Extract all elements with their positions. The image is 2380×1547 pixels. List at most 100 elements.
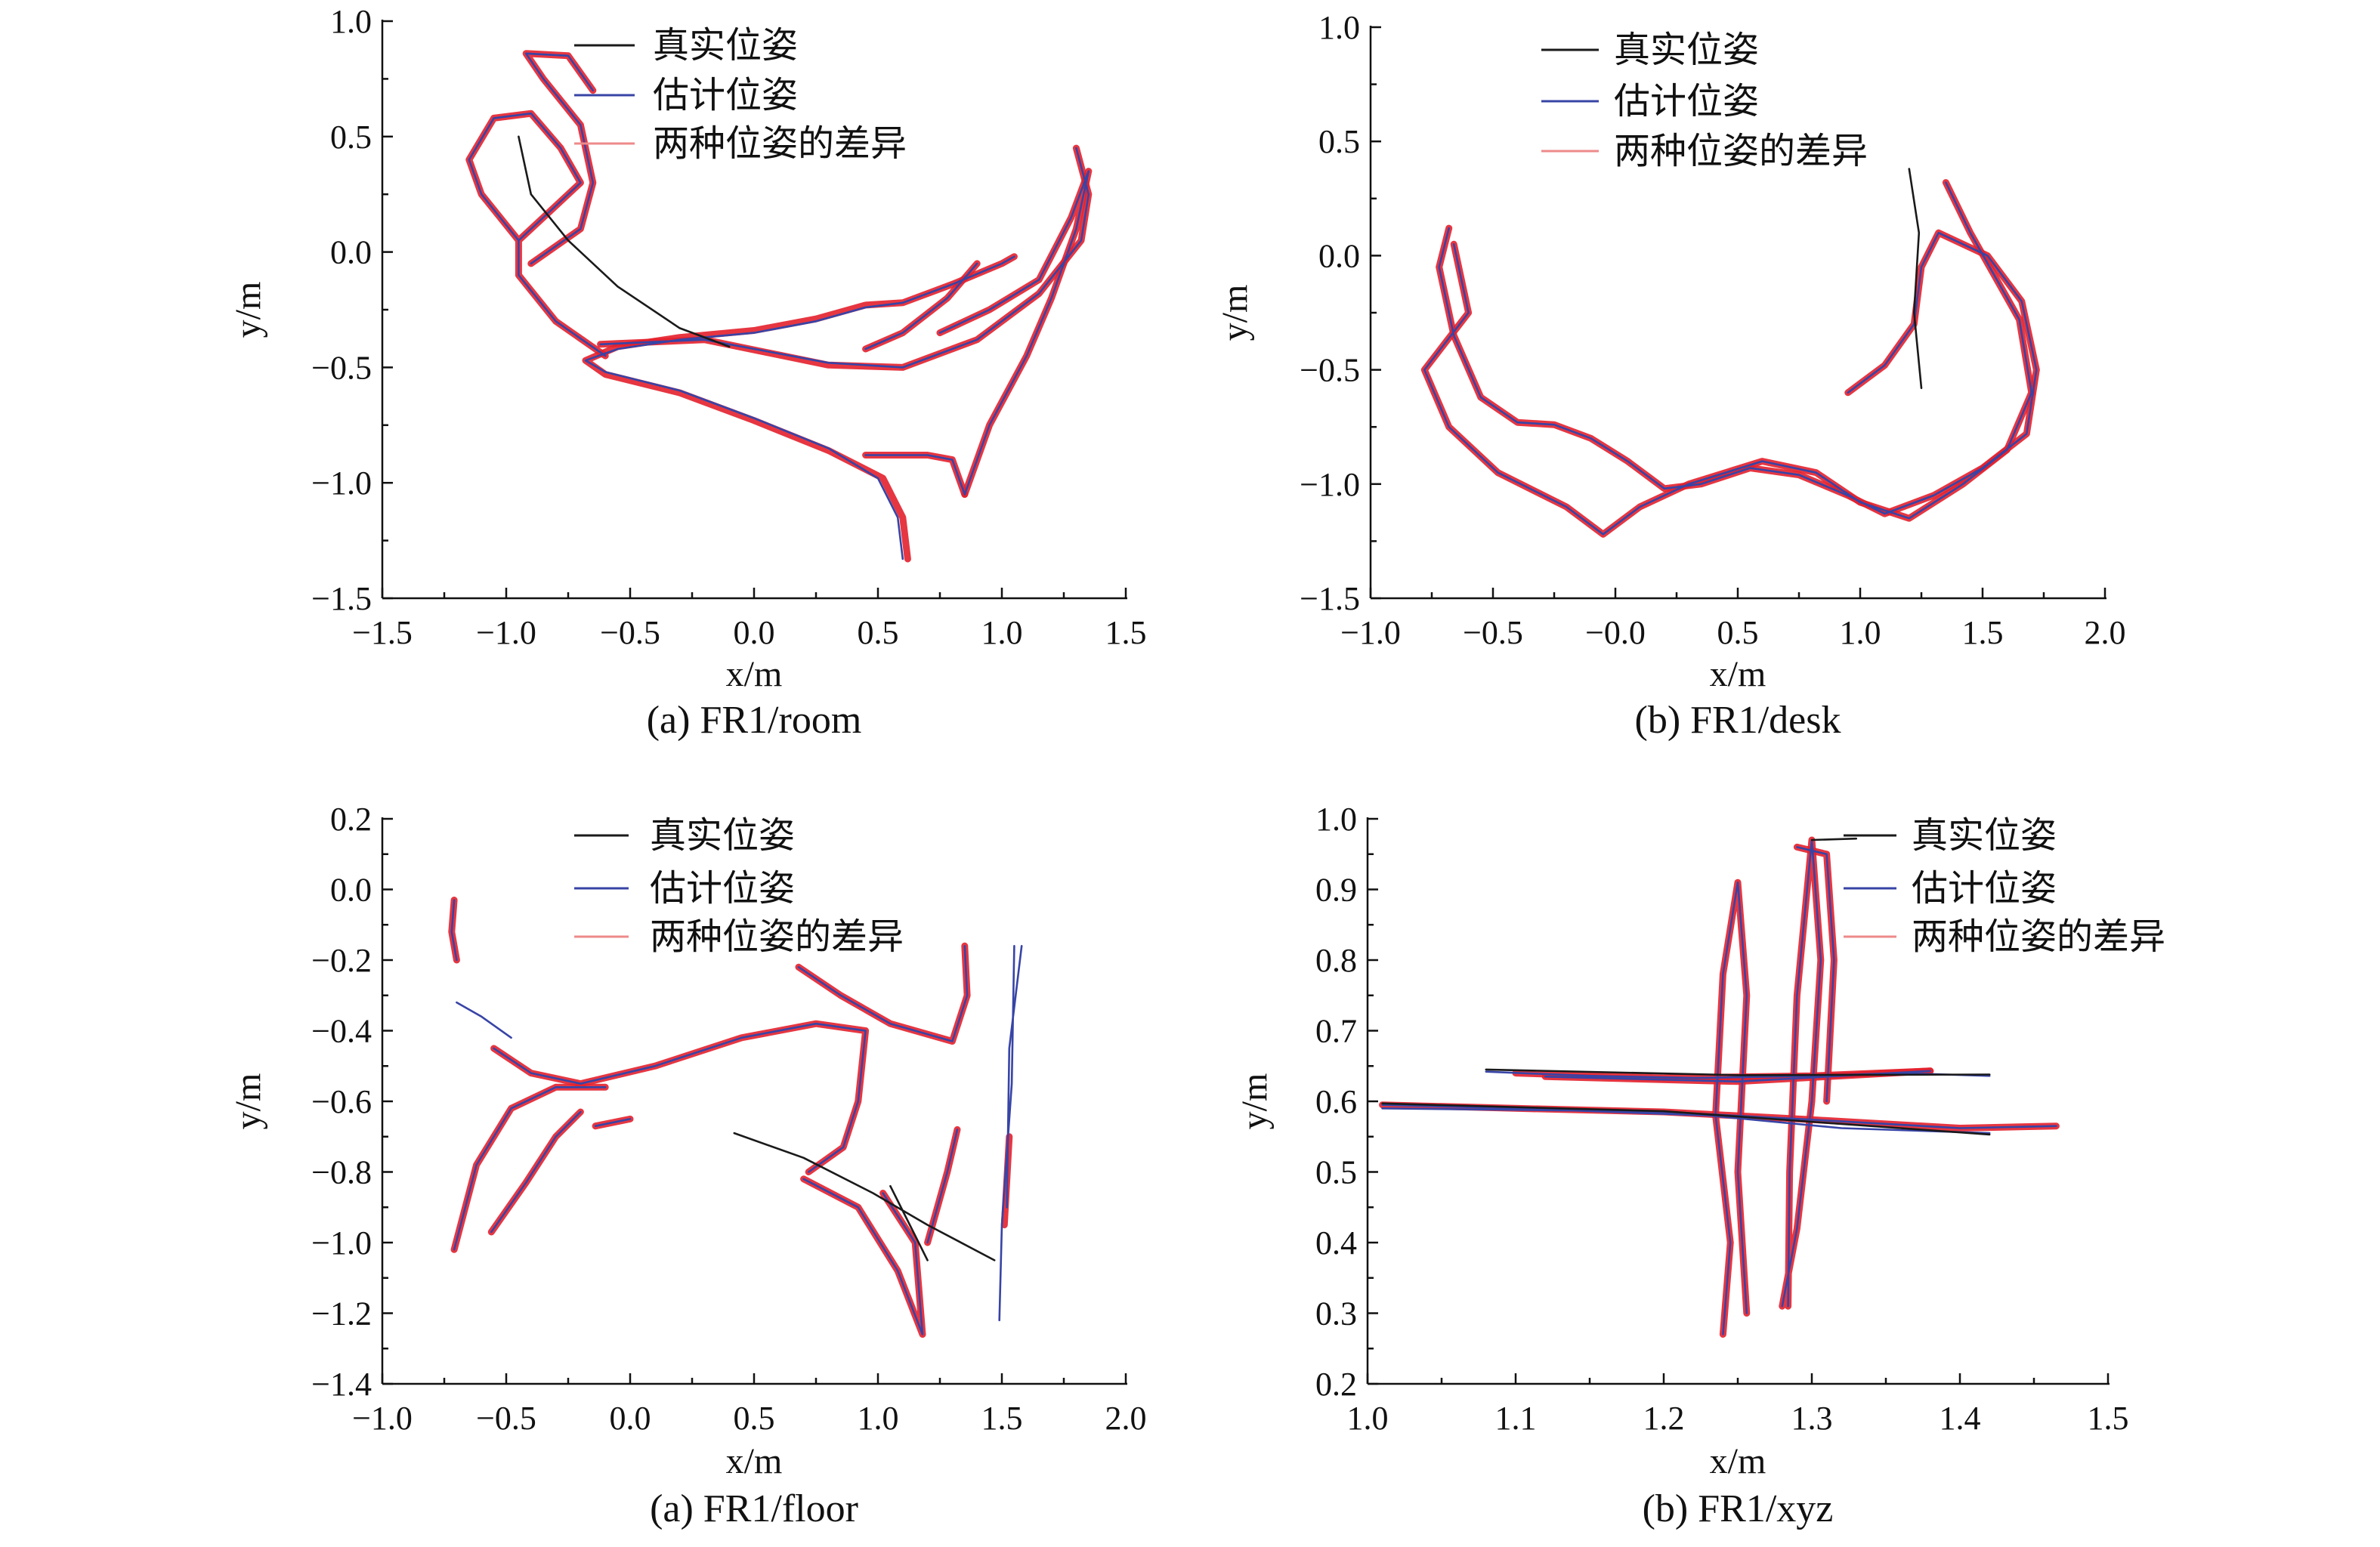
estimated-pose-legend-label: 估计位姿 xyxy=(653,74,798,116)
y-tick-label: −0.5 xyxy=(311,349,372,386)
estimated-pose-line xyxy=(998,945,1015,1322)
estimated-pose-line xyxy=(456,1001,512,1039)
estimated-pose-line xyxy=(524,52,595,265)
estimated-pose-line xyxy=(450,899,458,962)
estimated-pose-legend-label: 估计位姿 xyxy=(650,867,795,909)
estimated-pose-line xyxy=(1438,227,2038,515)
y-axis-label: y/m xyxy=(1215,285,1255,341)
y-axis-label: y/m xyxy=(228,282,268,338)
x-tick-label: 1.0 xyxy=(981,614,1023,651)
panel-3: −1.0 −0.5 0.0 0.5 1.0 1.5 2.0 −1.4 −1.2 −1.0 −0.8 −… xyxy=(228,801,1147,1530)
x-tick-label: 1.3 xyxy=(1791,1400,1833,1437)
x-tick-label: 0.5 xyxy=(1717,614,1759,651)
estimated-pose-line xyxy=(1714,881,1748,1335)
y-tick-label: 0.2 xyxy=(330,801,372,838)
y-tick-label: −1.4 xyxy=(311,1366,372,1403)
y-tick-label: 0.8 xyxy=(1315,942,1357,979)
plot-area xyxy=(1420,168,2040,538)
pose-difference-legend-label: 两种位姿的差异 xyxy=(1614,130,1868,172)
x-tick-label: 1.1 xyxy=(1495,1400,1537,1437)
y-tick-label: 0.2 xyxy=(1315,1366,1357,1403)
true-pose-line xyxy=(1485,1068,1991,1076)
true-pose-legend-label: 真实位姿 xyxy=(1614,29,1759,71)
estimated-pose-legend-label: 估计位姿 xyxy=(1912,867,2057,909)
x-tick-label: 0.0 xyxy=(734,614,775,651)
pose-difference-legend-label: 两种位姿的差异 xyxy=(653,122,907,165)
panel-4: 1.0 1.1 1.2 1.3 1.4 1.5 0.2 0.3 0.4 0.5 0.6 0.7 0.8 0… xyxy=(1235,801,2165,1530)
estimated-pose-line xyxy=(1006,945,1023,1209)
true-pose-legend-label: 真实位姿 xyxy=(650,814,795,857)
true-pose-line xyxy=(1810,837,1858,841)
x-tick-label: 1.5 xyxy=(1105,614,1147,651)
x-tick-label: 1.0 xyxy=(1840,614,1881,651)
x-tick-label: −1.0 xyxy=(1340,614,1401,651)
pose-difference-line xyxy=(1712,878,1751,1338)
x-tick-label: 1.2 xyxy=(1643,1400,1685,1437)
y-tick-label: −1.5 xyxy=(1300,580,1360,617)
pose-difference-line xyxy=(800,1175,926,1338)
x-tick-label: 2.0 xyxy=(2085,614,2126,651)
x-axis-label: x/m xyxy=(1710,654,1766,694)
plot-area xyxy=(465,50,1093,563)
estimated-pose-legend-label: 估计位姿 xyxy=(1614,80,1759,122)
y-axis-label: y/m xyxy=(1235,1073,1275,1130)
estimated-pose-line xyxy=(864,454,966,496)
y-tick-label: 0.7 xyxy=(1315,1013,1357,1050)
panel-1: −1.5 −1.0 −0.5 0.0 0.5 1.0 1.5 −1.5 −1.0 −0.5 0.0 0… xyxy=(228,3,1147,742)
x-tick-label: 1.5 xyxy=(1962,614,2004,651)
plot-area xyxy=(448,897,1023,1338)
estimated-pose-line xyxy=(453,1086,607,1251)
x-tick-label: 1.0 xyxy=(1347,1400,1389,1437)
pose-difference-line xyxy=(582,253,1018,563)
y-tick-label: −1.0 xyxy=(311,465,372,502)
x-tick-label: −0.5 xyxy=(476,1400,536,1437)
true-pose-line xyxy=(1908,168,1923,390)
estimated-pose-line xyxy=(797,945,969,1042)
y-tick-label: 0.5 xyxy=(330,119,372,156)
true-pose-legend-label: 真实位姿 xyxy=(1912,814,2057,857)
x-tick-label: 1.0 xyxy=(858,1400,899,1437)
estimated-pose-line xyxy=(493,1022,867,1173)
y-tick-label: −0.2 xyxy=(311,942,372,979)
x-tick-label: 1.5 xyxy=(2088,1400,2129,1437)
x-tick-label: −0.5 xyxy=(1463,614,1523,651)
x-tick-label: 0.5 xyxy=(858,614,899,651)
estimated-pose-line xyxy=(802,1178,924,1335)
estimated-pose-line xyxy=(864,262,978,350)
x-axis-label: x/m xyxy=(726,1441,783,1481)
plot-area xyxy=(1379,836,2060,1338)
y-tick-label: 1.0 xyxy=(1315,801,1357,838)
estimated-pose-line xyxy=(584,255,1015,560)
estimated-pose-line xyxy=(1781,838,1822,1308)
pose-difference-line xyxy=(936,168,1093,498)
estimated-pose-line xyxy=(1485,1070,1991,1079)
y-tick-label: −1.2 xyxy=(311,1295,372,1332)
y-tick-label: 1.0 xyxy=(1318,9,1360,46)
y-tick-label: −1.0 xyxy=(311,1224,372,1261)
y-tick-label: 0.6 xyxy=(1315,1083,1357,1120)
y-tick-label: 1.0 xyxy=(330,3,372,40)
true-pose-line xyxy=(733,1132,996,1261)
panel-2: −1.0 −0.5 −0.0 0.5 1.0 1.5 2.0−1.5−1.0−0.50.00… xyxy=(1215,9,2126,742)
estimated-pose-line xyxy=(926,1129,959,1244)
x-tick-label: 1.5 xyxy=(981,1400,1023,1437)
x-tick-label: 1.4 xyxy=(1940,1400,1981,1437)
x-tick-label: 2.0 xyxy=(1105,1400,1147,1437)
x-axis-label: x/m xyxy=(1710,1441,1766,1481)
y-tick-label: −0.8 xyxy=(311,1154,372,1191)
x-axis-label: x/m xyxy=(726,654,783,694)
panel-caption: (b) FR1/desk xyxy=(1635,699,1841,742)
true-pose-legend-label: 真实位姿 xyxy=(653,24,798,66)
pose-difference-legend-label: 两种位姿的差异 xyxy=(1912,916,2165,958)
x-tick-label: −1.0 xyxy=(352,1400,413,1437)
estimated-pose-line xyxy=(1796,846,1835,1103)
x-tick-label: −0.0 xyxy=(1585,614,1646,651)
panel-caption: (a) FR1/floor xyxy=(650,1487,858,1530)
y-tick-label: 0.3 xyxy=(1315,1295,1357,1332)
y-tick-label: 0.5 xyxy=(1318,123,1360,160)
x-tick-label: 0.5 xyxy=(734,1400,775,1437)
